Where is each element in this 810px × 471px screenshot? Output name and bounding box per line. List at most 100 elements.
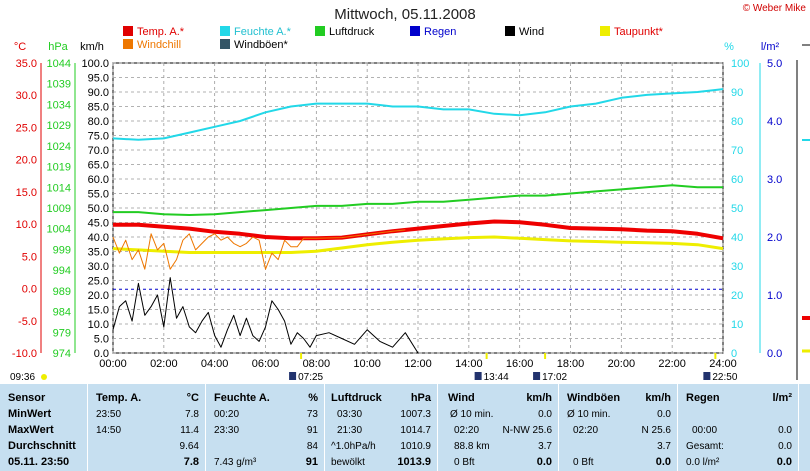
weather-chart: 00:00 02:00 04:00 06:00 08:00 10:00 12:00 14:00… xyxy=(10,26,810,383)
rain-total-label: Gesamt: xyxy=(686,441,724,452)
stats-col-humidity: Feuchte A. % 00:20 73 23:30 91 84 7.43 g… xyxy=(205,384,324,471)
gust-max-dir: N 25.6 xyxy=(641,425,671,436)
legend-swatch xyxy=(315,26,325,36)
x-tick-label: 06:00 xyxy=(252,358,280,370)
gust-avg-label: Ø 10 min. xyxy=(567,409,611,420)
temp-avg: 9.64 xyxy=(179,441,199,452)
speed-tick-label: 60.0 xyxy=(88,174,109,186)
legend-swatch xyxy=(220,26,230,36)
pressure-tick-label: 1014 xyxy=(47,182,71,194)
x-tick-label: 24:00 xyxy=(709,358,737,370)
wind-current: 0.0 xyxy=(536,456,552,468)
speed-tick-label: 65.0 xyxy=(88,160,109,172)
humidity-min-time: 00:20 xyxy=(214,409,240,420)
legend-label: Wind xyxy=(519,26,544,38)
row-label-sensor: Sensor xyxy=(8,392,46,404)
pressure-tick-label: 999 xyxy=(53,244,71,256)
pressure-min: 1007.3 xyxy=(400,409,431,420)
speed-tick-label: 40.0 xyxy=(88,232,109,244)
humidity-tick-label: 70 xyxy=(731,145,743,157)
legend-label: Feuchte A.* xyxy=(234,26,292,38)
humidity-tick-label: 50 xyxy=(731,203,743,215)
credit-text: © Weber Mike xyxy=(742,3,806,14)
marker-moon-icon xyxy=(474,372,482,380)
gust-avg: 0.0 xyxy=(657,409,671,420)
rain-value: 0.0 xyxy=(778,425,792,436)
wind-avg-label: Ø 10 min. xyxy=(450,409,494,420)
temp-header: Temp. A. xyxy=(96,392,142,404)
speed-unit-label: km/h xyxy=(80,41,104,53)
series-wind xyxy=(112,277,419,354)
x-tick-label: 10:00 xyxy=(353,358,381,370)
speed-tick-label: 25.0 xyxy=(88,276,109,288)
rain-header: Regen xyxy=(686,392,720,404)
speed-tick-label: 100.0 xyxy=(81,58,109,70)
temp-tick-label: 35.0 xyxy=(16,58,37,70)
rain-tick-label: 2.0 xyxy=(767,232,782,244)
speed-tick-label: 70.0 xyxy=(88,145,109,157)
legend-swatch xyxy=(220,39,230,49)
legend-swatch xyxy=(505,26,515,36)
speed-tick-label: 0.0 xyxy=(94,348,109,360)
stats-col-gust: Windböen km/h Ø 10 min. 0.0 02:20 N 25.6… xyxy=(558,384,677,471)
temp-tick-label: 10.0 xyxy=(16,219,37,231)
temp-tick-label: 30.0 xyxy=(16,90,37,102)
stats-row-labels: Sensor MinWert MaxWert Durchschnitt 05.1… xyxy=(0,384,86,471)
pressure-unit-label: hPa xyxy=(48,41,68,53)
x-tick-label: 04:00 xyxy=(201,358,229,370)
speed-tick-label: 85.0 xyxy=(88,102,109,114)
humidity-unit: % xyxy=(308,392,318,404)
humidity-tick-label: 0 xyxy=(731,348,737,360)
pressure-tick-label: 1009 xyxy=(47,203,71,215)
pressure-trend: 1010.9 xyxy=(400,441,431,452)
wind-avg: 0.0 xyxy=(538,409,552,420)
speed-tick-label: 45.0 xyxy=(88,218,109,230)
humidity-max: 91 xyxy=(306,425,318,436)
humidity-tick-label: 90 xyxy=(731,87,743,99)
humidity-absolute: 7.43 g/m³ xyxy=(214,457,257,468)
gust-bft: 0 Bft xyxy=(573,457,594,468)
chart-title: Mittwoch, 05.11.2008 xyxy=(334,6,476,23)
marker-time: 13:44 xyxy=(484,372,509,383)
speed-tick-label: 15.0 xyxy=(88,305,109,317)
pressure-trend-label: ^1.0hPa/h xyxy=(331,441,376,452)
stats-col-edge xyxy=(798,384,810,471)
humidity-tick-label: 30 xyxy=(731,261,743,273)
marker-time: 17:02 xyxy=(542,372,567,383)
pressure-tick-label: 1044 xyxy=(47,58,71,70)
temp-tick-label: 15.0 xyxy=(16,187,37,199)
row-label-min: MinWert xyxy=(8,408,52,420)
pressure-tick-label: 1019 xyxy=(47,162,71,174)
legend-label: Regen xyxy=(424,26,456,38)
pressure-tick-label: 984 xyxy=(53,307,71,319)
speed-tick-label: 55.0 xyxy=(88,189,109,201)
humidity-tick-label: 80 xyxy=(731,116,743,128)
pressure-tick-label: 979 xyxy=(53,327,71,339)
legend-swatch xyxy=(600,26,610,36)
temp-current: 7.8 xyxy=(183,456,199,468)
temp-max: 11.4 xyxy=(180,425,199,436)
humidity-tick-label: 20 xyxy=(731,290,743,302)
rain-total: 0.0 xyxy=(778,441,792,452)
legend-swatch xyxy=(410,26,420,36)
temp-tick-label: 20.0 xyxy=(16,155,37,167)
marker-sun-icon xyxy=(41,374,47,380)
humidity-min: 73 xyxy=(306,409,318,420)
x-tick-label: 20:00 xyxy=(608,358,636,370)
pressure-tick-label: 1004 xyxy=(47,224,71,236)
wind-distance-value: 3.7 xyxy=(538,441,552,452)
speed-tick-label: 90.0 xyxy=(88,87,109,99)
rain-current: 0.0 xyxy=(776,456,792,468)
speed-tick-label: 50.0 xyxy=(88,203,109,215)
temp-unit-label: °C xyxy=(14,41,26,53)
wind-distance: 88.8 km xyxy=(454,441,490,452)
series-tempa xyxy=(113,219,724,241)
gust-current: 0.0 xyxy=(655,456,671,468)
x-tick-label: 18:00 xyxy=(557,358,585,370)
pressure-tick-label: 989 xyxy=(53,286,71,298)
humidity-avg: 84 xyxy=(306,441,318,452)
pressure-max-time: 21:30 xyxy=(337,425,363,436)
speed-tick-label: 35.0 xyxy=(88,247,109,259)
wind-unit: km/h xyxy=(526,392,552,404)
temp-tick-label: 0.0 xyxy=(22,284,37,296)
